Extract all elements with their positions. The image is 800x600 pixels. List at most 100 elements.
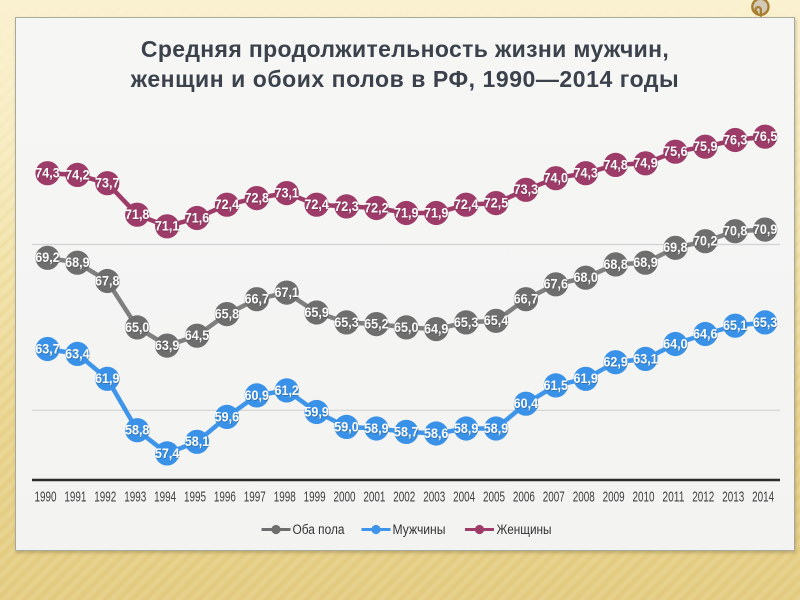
svg-text:65,2: 65,2 bbox=[365, 317, 390, 333]
svg-text:72,5: 72,5 bbox=[484, 196, 509, 212]
svg-text:63,9: 63,9 bbox=[155, 338, 180, 354]
svg-text:2014: 2014 bbox=[752, 489, 774, 506]
svg-text:72,8: 72,8 bbox=[245, 190, 270, 206]
svg-text:76,3: 76,3 bbox=[723, 131, 748, 147]
svg-text:65,0: 65,0 bbox=[394, 319, 419, 335]
svg-text:76,3: 76,3 bbox=[724, 132, 749, 148]
svg-text:2009: 2009 bbox=[603, 489, 625, 506]
svg-text:1996: 1996 bbox=[214, 489, 236, 506]
svg-text:75,9: 75,9 bbox=[693, 138, 718, 154]
svg-text:70,2: 70,2 bbox=[694, 234, 719, 250]
svg-text:2001: 2001 bbox=[363, 489, 385, 506]
svg-text:69,2: 69,2 bbox=[36, 250, 61, 266]
svg-text:74,3: 74,3 bbox=[574, 166, 599, 182]
svg-text:Мужчины: Мужчины bbox=[393, 522, 446, 537]
svg-text:58,1: 58,1 bbox=[185, 434, 210, 450]
svg-text:74,9: 74,9 bbox=[634, 156, 659, 172]
svg-text:58,8: 58,8 bbox=[125, 422, 150, 438]
svg-text:65,1: 65,1 bbox=[724, 318, 749, 334]
svg-text:2012: 2012 bbox=[692, 489, 714, 506]
svg-text:65,1: 65,1 bbox=[723, 317, 748, 333]
svg-text:65,3: 65,3 bbox=[334, 314, 359, 330]
svg-text:64,0: 64,0 bbox=[664, 336, 689, 352]
svg-text:68,8: 68,8 bbox=[603, 256, 628, 272]
svg-text:68,0: 68,0 bbox=[573, 269, 598, 285]
svg-text:Женщины: Женщины bbox=[497, 522, 552, 537]
svg-text:58,9: 58,9 bbox=[484, 421, 509, 437]
svg-text:68,8: 68,8 bbox=[604, 257, 629, 273]
svg-text:74,8: 74,8 bbox=[603, 156, 628, 172]
svg-text:2010: 2010 bbox=[633, 489, 655, 506]
svg-text:64,5: 64,5 bbox=[185, 328, 210, 344]
svg-text:58,6: 58,6 bbox=[425, 426, 450, 442]
svg-text:66,7: 66,7 bbox=[514, 292, 539, 308]
svg-text:1992: 1992 bbox=[94, 489, 116, 506]
svg-text:65,4: 65,4 bbox=[484, 312, 509, 328]
svg-text:1997: 1997 bbox=[244, 489, 266, 506]
svg-text:59,6: 59,6 bbox=[215, 408, 240, 424]
svg-text:2013: 2013 bbox=[722, 489, 744, 506]
svg-text:63,1: 63,1 bbox=[633, 350, 658, 366]
svg-text:58,8: 58,8 bbox=[126, 423, 151, 439]
svg-text:2008: 2008 bbox=[573, 489, 595, 506]
svg-text:72,3: 72,3 bbox=[334, 198, 359, 214]
svg-text:68,9: 68,9 bbox=[66, 255, 91, 271]
svg-text:59,0: 59,0 bbox=[334, 418, 359, 434]
svg-text:73,7: 73,7 bbox=[95, 175, 120, 191]
svg-text:70,2: 70,2 bbox=[693, 233, 718, 249]
svg-text:1990: 1990 bbox=[35, 489, 57, 506]
svg-text:72,4: 72,4 bbox=[305, 197, 330, 213]
svg-text:1999: 1999 bbox=[304, 489, 326, 506]
svg-text:1998: 1998 bbox=[274, 489, 296, 506]
svg-text:61,9: 61,9 bbox=[96, 371, 121, 387]
svg-text:65,3: 65,3 bbox=[454, 314, 479, 330]
svg-text:72,4: 72,4 bbox=[304, 196, 329, 212]
svg-text:61,2: 61,2 bbox=[274, 382, 299, 398]
svg-text:57,4: 57,4 bbox=[155, 445, 180, 461]
svg-text:74,3: 74,3 bbox=[573, 165, 598, 181]
svg-text:71,9: 71,9 bbox=[425, 205, 450, 221]
svg-text:59,6: 59,6 bbox=[215, 409, 240, 425]
svg-text:67,8: 67,8 bbox=[96, 273, 121, 289]
svg-text:58,9: 58,9 bbox=[484, 420, 509, 436]
svg-text:71,8: 71,8 bbox=[125, 206, 150, 222]
svg-text:66,7: 66,7 bbox=[514, 291, 539, 307]
svg-text:2011: 2011 bbox=[662, 489, 684, 506]
svg-text:59,9: 59,9 bbox=[305, 404, 330, 420]
svg-text:64,9: 64,9 bbox=[424, 321, 449, 337]
svg-text:65,9: 65,9 bbox=[305, 305, 330, 321]
svg-text:63,9: 63,9 bbox=[155, 337, 180, 353]
svg-text:63,7: 63,7 bbox=[35, 340, 60, 356]
svg-text:72,2: 72,2 bbox=[364, 199, 389, 215]
svg-text:64,5: 64,5 bbox=[185, 327, 210, 343]
svg-text:69,8: 69,8 bbox=[664, 240, 689, 256]
svg-text:70,8: 70,8 bbox=[724, 224, 749, 240]
svg-text:72,4: 72,4 bbox=[454, 197, 479, 213]
svg-text:74,2: 74,2 bbox=[66, 167, 91, 183]
svg-text:1994: 1994 bbox=[154, 489, 176, 506]
svg-text:58,9: 58,9 bbox=[454, 421, 479, 437]
svg-text:63,4: 63,4 bbox=[66, 346, 91, 362]
svg-text:62,9: 62,9 bbox=[604, 355, 629, 371]
svg-text:68,9: 68,9 bbox=[633, 254, 658, 270]
svg-text:58,7: 58,7 bbox=[394, 423, 419, 439]
svg-text:2000: 2000 bbox=[334, 489, 356, 506]
svg-text:59,0: 59,0 bbox=[335, 419, 360, 435]
svg-text:65,0: 65,0 bbox=[126, 320, 151, 336]
svg-text:65,0: 65,0 bbox=[395, 320, 420, 336]
svg-text:72,4: 72,4 bbox=[454, 196, 479, 212]
svg-text:74,0: 74,0 bbox=[544, 170, 569, 186]
svg-text:76,5: 76,5 bbox=[753, 129, 778, 145]
svg-text:61,2: 61,2 bbox=[275, 383, 300, 399]
svg-text:62,9: 62,9 bbox=[603, 354, 628, 370]
svg-text:68,0: 68,0 bbox=[574, 270, 599, 286]
svg-text:65,2: 65,2 bbox=[364, 316, 389, 332]
svg-text:64,9: 64,9 bbox=[425, 322, 450, 338]
svg-text:68,9: 68,9 bbox=[634, 255, 659, 271]
svg-text:74,8: 74,8 bbox=[604, 157, 629, 173]
svg-text:61,5: 61,5 bbox=[544, 378, 569, 394]
svg-text:57,4: 57,4 bbox=[155, 446, 180, 462]
svg-text:2003: 2003 bbox=[423, 489, 445, 506]
svg-text:61,9: 61,9 bbox=[95, 370, 120, 386]
svg-text:65,3: 65,3 bbox=[454, 315, 479, 331]
